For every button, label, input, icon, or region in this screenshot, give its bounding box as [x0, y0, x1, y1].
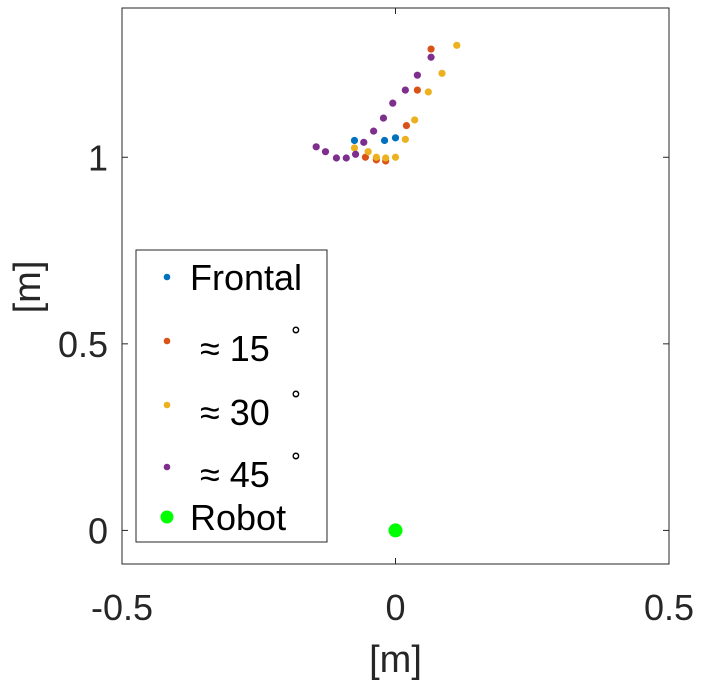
legend-items: Frontal ≈ 15 ∘ ≈ 30 ∘ ≈ 45 ∘ Robot [160, 257, 303, 538]
x-tick-label: 0 [385, 587, 405, 628]
data-point [389, 99, 397, 107]
data-point [424, 88, 432, 96]
y-axis-label: [m] [7, 261, 49, 314]
data-point [350, 136, 359, 145]
legend-label: Frontal [190, 257, 302, 298]
data-point [438, 69, 446, 77]
data-point [379, 114, 388, 122]
legend-box [135, 249, 328, 543]
data-point [361, 153, 370, 161]
data-point [413, 86, 421, 94]
data-point [401, 86, 409, 94]
points-layer [312, 41, 461, 538]
data-point [380, 136, 389, 145]
data-point [364, 148, 372, 156]
data-point [388, 523, 403, 538]
data-point [382, 154, 390, 162]
data-point [370, 127, 378, 135]
data-point [321, 148, 330, 156]
data-point [342, 154, 350, 162]
data-point [402, 121, 411, 130]
data-point [453, 41, 461, 49]
legend-marker [163, 273, 171, 281]
data-point [411, 116, 419, 124]
legend-label: Robot [190, 497, 286, 538]
data-point [312, 143, 320, 151]
data-point [413, 71, 421, 79]
x-tick-label: 0.5 [644, 587, 694, 628]
data-point [427, 45, 435, 53]
data-point [427, 53, 435, 61]
legend-marker [160, 510, 174, 524]
legend-marker [163, 337, 171, 345]
y-tick-label: 1 [88, 137, 108, 178]
data-point [351, 150, 360, 158]
legend-degree-sup: ∘ [289, 381, 303, 406]
y-tick-label: 0.5 [58, 324, 108, 365]
legend-marker [163, 463, 171, 471]
y-tick-label: 0 [88, 510, 108, 551]
ticks-layer: -0.5 0 0.5 0 0.5 1 [58, 8, 694, 628]
x-tick-label: -0.5 [91, 587, 153, 628]
x-axis-label: [m] [369, 639, 422, 681]
data-point [360, 138, 368, 146]
data-point [391, 134, 400, 142]
data-point [350, 144, 359, 152]
legend: Frontal ≈ 15 ∘ ≈ 30 ∘ ≈ 45 ∘ Robot [135, 249, 328, 543]
legend-marker [163, 401, 171, 409]
legend-label: ≈ 15 [200, 328, 270, 369]
legend-label: ≈ 45 [200, 454, 270, 495]
legend-degree-sup: ∘ [289, 317, 303, 342]
legend-label: ≈ 30 [200, 392, 270, 433]
legend-degree-sup: ∘ [289, 443, 303, 468]
data-point [372, 153, 380, 161]
data-point [401, 135, 409, 143]
data-point [332, 154, 341, 162]
data-point [391, 153, 400, 161]
